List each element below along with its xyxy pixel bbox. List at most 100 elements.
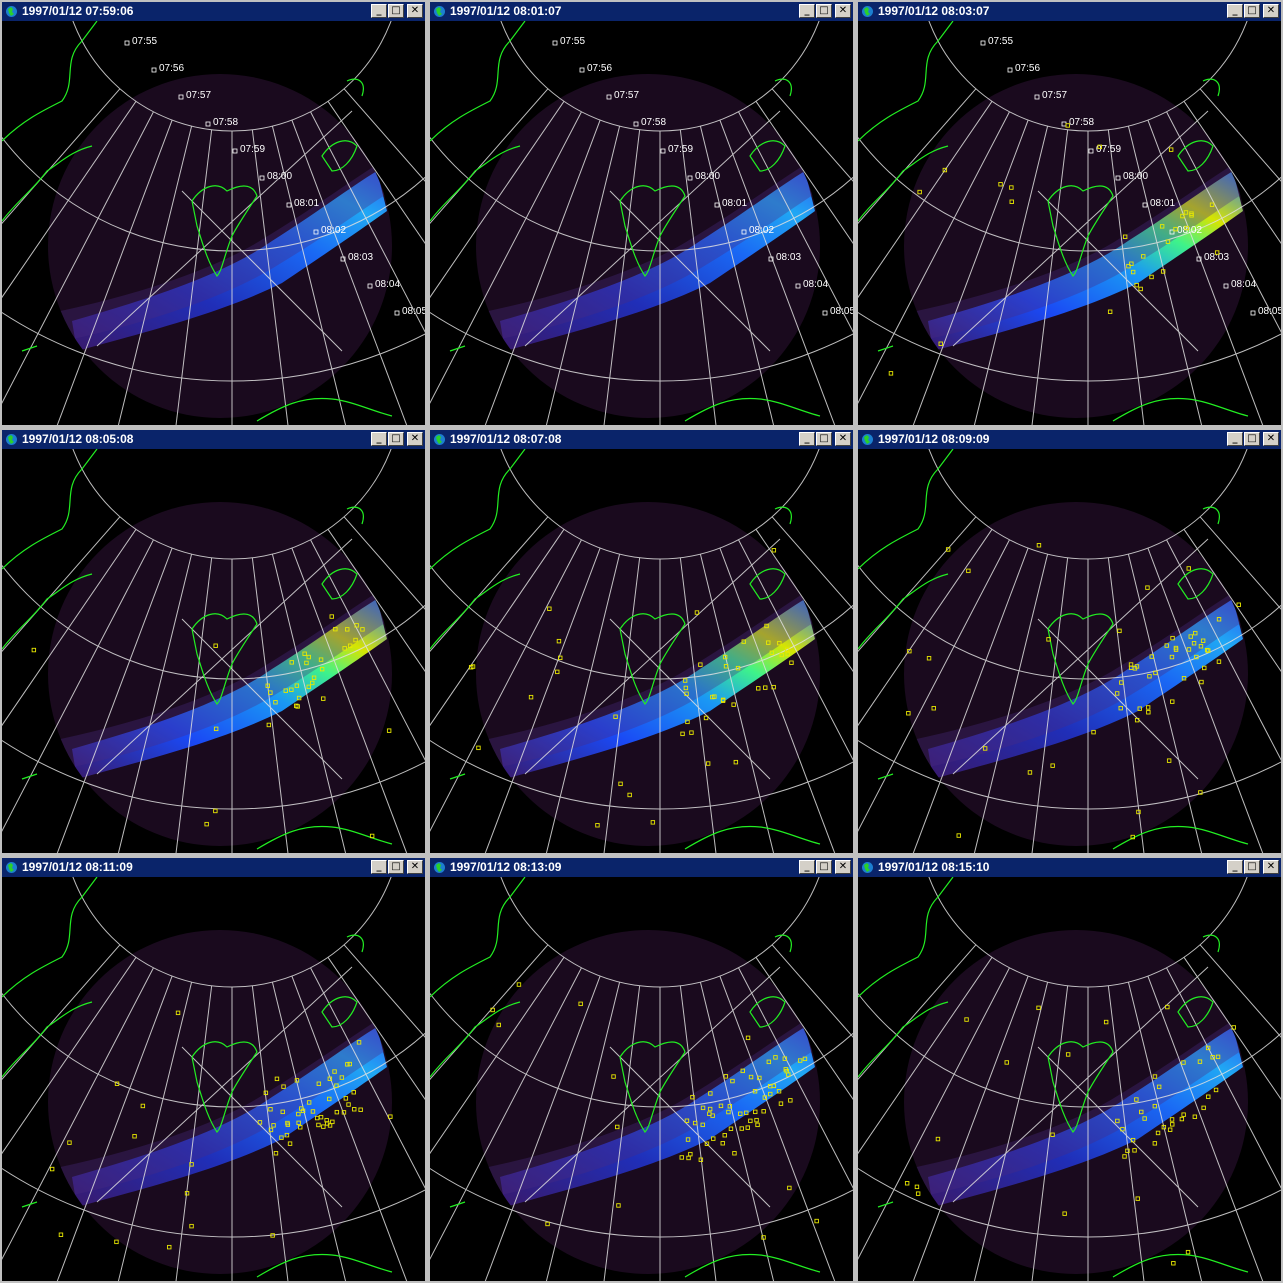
map-view[interactable] bbox=[858, 449, 1281, 853]
title-bar[interactable]: 1997/01/12 08:15:10 _ □ ✕ bbox=[858, 858, 1281, 877]
detection-marker bbox=[306, 654, 311, 660]
title-bar[interactable]: 1997/01/12 08:09:09 _ □ ✕ bbox=[858, 430, 1281, 449]
map-view[interactable]: 07:55 07:56 07:57 07:58 07:59 08:00 08:01 08:02… bbox=[858, 21, 1281, 425]
map-view[interactable] bbox=[2, 449, 425, 853]
maximize-button[interactable]: □ bbox=[816, 860, 832, 874]
detection-marker bbox=[768, 1091, 773, 1097]
title-bar[interactable]: 1997/01/12 08:11:09 _ □ ✕ bbox=[2, 858, 425, 877]
close-button[interactable]: ✕ bbox=[407, 432, 423, 446]
detection-marker bbox=[329, 614, 334, 619]
minimize-button[interactable]: _ bbox=[1227, 432, 1243, 446]
map-view[interactable] bbox=[2, 877, 425, 1281]
minimize-icon: _ bbox=[376, 861, 382, 872]
detection-marker bbox=[1065, 1052, 1071, 1057]
window-title: 1997/01/12 08:07:08 bbox=[450, 432, 562, 446]
detection-marker bbox=[769, 650, 775, 655]
detection-marker bbox=[280, 1109, 285, 1115]
close-button[interactable]: ✕ bbox=[835, 4, 851, 18]
detection-marker bbox=[296, 695, 302, 701]
minimize-button[interactable]: _ bbox=[799, 860, 815, 874]
map-window-6[interactable]: 1997/01/12 08:09:09 _ □ ✕ bbox=[856, 428, 1283, 855]
window-title: 1997/01/12 07:59:06 bbox=[22, 4, 134, 18]
close-button[interactable]: ✕ bbox=[835, 860, 851, 874]
maximize-button[interactable]: □ bbox=[1244, 860, 1260, 874]
map-window-8[interactable]: 1997/01/12 08:13:09 _ □ ✕ bbox=[428, 856, 855, 1283]
title-bar[interactable]: 1997/01/12 08:13:09 _ □ ✕ bbox=[430, 858, 853, 877]
time-label: 08:05 bbox=[830, 306, 853, 317]
detection-marker bbox=[761, 1109, 766, 1114]
detection-marker bbox=[763, 685, 768, 690]
detection-marker bbox=[956, 833, 961, 838]
map-view[interactable] bbox=[430, 449, 853, 853]
coastline bbox=[858, 21, 1249, 422]
detection-marker bbox=[342, 646, 347, 651]
maximize-button[interactable]: □ bbox=[816, 432, 832, 446]
minimize-button[interactable]: _ bbox=[799, 432, 815, 446]
detection-marker bbox=[476, 745, 481, 751]
detection-marker bbox=[778, 1101, 784, 1106]
map-window-3[interactable]: 1997/01/12 08:03:07 _ □ ✕ 07:55 07:56 07:5… bbox=[856, 0, 1283, 427]
detection-marker bbox=[917, 189, 922, 195]
globe-icon bbox=[6, 862, 17, 873]
detection-marker bbox=[1198, 644, 1204, 649]
close-button[interactable]: ✕ bbox=[1263, 860, 1279, 874]
close-button[interactable]: ✕ bbox=[407, 860, 423, 874]
title-bar[interactable]: 1997/01/12 08:07:08 _ □ ✕ bbox=[430, 430, 853, 449]
maximize-button[interactable]: □ bbox=[388, 4, 404, 18]
close-button[interactable]: ✕ bbox=[407, 4, 423, 18]
detection-marker bbox=[1236, 602, 1241, 607]
detection-marker bbox=[762, 1095, 768, 1100]
map-window-1[interactable]: 1997/01/12 07:59:06 _ □ ✕ 07:55 07:56 07:5… bbox=[0, 0, 427, 427]
title-bar[interactable]: 1997/01/12 08:03:07 _ □ ✕ bbox=[858, 2, 1281, 21]
map-view[interactable] bbox=[430, 877, 853, 1281]
detection-marker bbox=[1107, 309, 1113, 314]
detection-marker bbox=[302, 651, 307, 656]
map-window-7[interactable]: 1997/01/12 08:11:09 _ □ ✕ bbox=[0, 856, 427, 1283]
minimize-button[interactable]: _ bbox=[799, 4, 815, 18]
close-button[interactable]: ✕ bbox=[835, 432, 851, 446]
detection-marker bbox=[1173, 647, 1179, 652]
detection-marker bbox=[723, 664, 729, 669]
map-window-4[interactable]: 1997/01/12 08:05:08 _ □ ✕ bbox=[0, 428, 427, 855]
title-bar[interactable]: 1997/01/12 08:01:07 _ □ ✕ bbox=[430, 2, 853, 21]
time-label: 08:00 bbox=[267, 171, 292, 182]
map-window-5[interactable]: 1997/01/12 08:07:08 _ □ ✕ bbox=[428, 428, 855, 855]
time-label: 08:01 bbox=[294, 198, 319, 209]
time-label: 08:04 bbox=[803, 279, 828, 290]
map-view[interactable]: 07:55 07:56 07:57 07:58 07:59 08:00 08:01 08:02… bbox=[430, 21, 853, 425]
detection-marker bbox=[1169, 1117, 1175, 1122]
maximize-button[interactable]: □ bbox=[1244, 4, 1260, 18]
detection-marker bbox=[782, 1056, 788, 1061]
minimize-button[interactable]: _ bbox=[1227, 4, 1243, 18]
detection-marker bbox=[966, 568, 971, 574]
map-window-9[interactable]: 1997/01/12 08:15:10 _ □ ✕ bbox=[856, 856, 1283, 1283]
minimize-button[interactable]: _ bbox=[371, 860, 387, 874]
map-view[interactable]: 07:55 07:56 07:57 07:58 07:59 08:00 08:01 08:02… bbox=[2, 21, 425, 425]
close-icon: ✕ bbox=[838, 5, 848, 16]
detection-marker bbox=[114, 1239, 119, 1245]
title-bar[interactable]: 1997/01/12 08:05:08 _ □ ✕ bbox=[2, 430, 425, 449]
detection-marker bbox=[298, 1125, 303, 1130]
detection-markers bbox=[888, 123, 1220, 376]
detection-marker bbox=[268, 1127, 274, 1133]
minimize-button[interactable]: _ bbox=[371, 432, 387, 446]
map-window-2[interactable]: 1997/01/12 08:01:07 _ □ ✕ 07:55 07:56 07:5… bbox=[428, 0, 855, 427]
aurora-band bbox=[486, 591, 820, 779]
maximize-button[interactable]: □ bbox=[388, 860, 404, 874]
minimize-button[interactable]: _ bbox=[1227, 860, 1243, 874]
detection-marker bbox=[67, 1140, 72, 1145]
detection-marker bbox=[926, 656, 932, 661]
maximize-button[interactable]: □ bbox=[388, 432, 404, 446]
title-bar[interactable]: 1997/01/12 07:59:06 _ □ ✕ bbox=[2, 2, 425, 21]
detection-marker bbox=[1149, 274, 1154, 280]
detection-marker bbox=[316, 1081, 322, 1086]
map-view[interactable] bbox=[858, 877, 1281, 1281]
maximize-button[interactable]: □ bbox=[1244, 432, 1260, 446]
close-button[interactable]: ✕ bbox=[1263, 432, 1279, 446]
time-label: 07:55 bbox=[988, 36, 1013, 47]
close-button[interactable]: ✕ bbox=[1263, 4, 1279, 18]
coastline bbox=[2, 21, 393, 422]
detection-marker bbox=[268, 1107, 273, 1112]
minimize-button[interactable]: _ bbox=[371, 4, 387, 18]
maximize-button[interactable]: □ bbox=[816, 4, 832, 18]
